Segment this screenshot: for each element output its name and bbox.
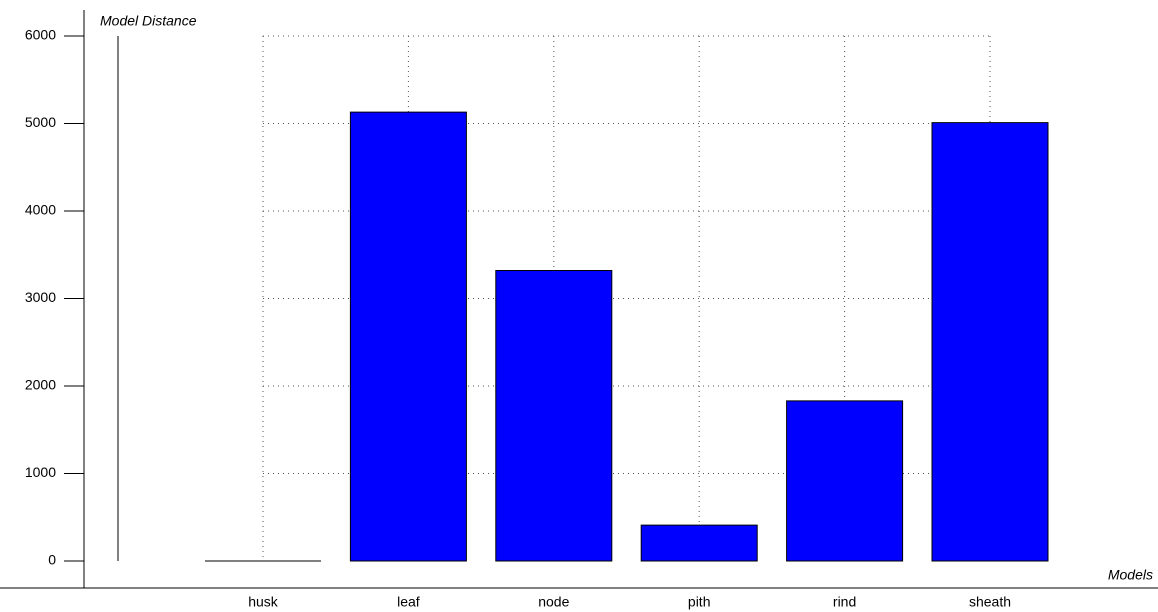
y-tick-label: 1000 bbox=[25, 464, 56, 480]
x-tick-label: leaf bbox=[397, 594, 420, 610]
y-tick-label: 0 bbox=[48, 552, 56, 568]
y-axis-title: Model Distance bbox=[100, 13, 197, 29]
x-axis-title: Models bbox=[1108, 567, 1153, 583]
bar bbox=[495, 270, 613, 562]
x-tick-label: node bbox=[538, 594, 569, 610]
y-tick-label: 4000 bbox=[25, 202, 56, 218]
x-tick-label: pith bbox=[688, 594, 711, 610]
x-tick-label: sheath bbox=[969, 594, 1011, 610]
x-tick-label: husk bbox=[248, 594, 279, 610]
bar bbox=[786, 400, 904, 562]
y-tick-label: 3000 bbox=[25, 289, 56, 305]
y-tick-label: 5000 bbox=[25, 114, 56, 130]
y-tick-label: 2000 bbox=[25, 377, 56, 393]
x-tick-label: rind bbox=[833, 594, 856, 610]
bar bbox=[640, 524, 758, 562]
bar bbox=[931, 122, 1049, 562]
y-tick-label: 6000 bbox=[25, 27, 56, 43]
bar bbox=[349, 111, 467, 562]
